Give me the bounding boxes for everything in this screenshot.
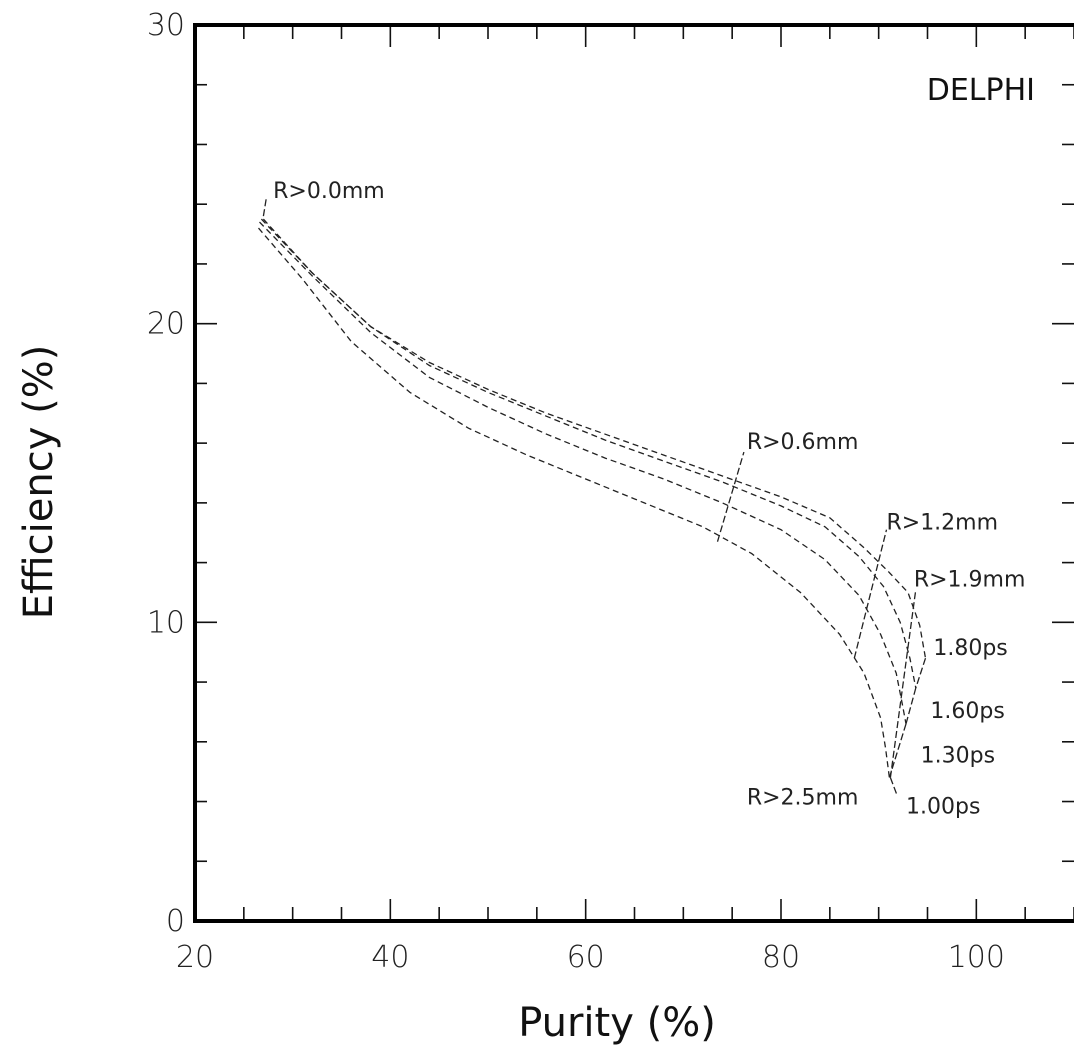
y-tick-label: 0 xyxy=(166,904,185,939)
annotations: R>0.0mm R>0.6mm R>1.2mm R>1.9mm R>2.5mm 1.80p… xyxy=(273,179,1025,819)
connector-R>2.5mm xyxy=(889,777,898,796)
connector-R>0.0mm xyxy=(262,198,267,217)
annotation-label: R>0.6mm xyxy=(747,430,859,455)
y-tick-label: 20 xyxy=(147,307,185,342)
x-tick-label: 40 xyxy=(371,940,409,975)
y-axis-title: Efficiency (%) xyxy=(16,345,62,620)
curve-1.60ps xyxy=(260,218,917,689)
connector-R>1.9mm xyxy=(889,589,917,778)
annotation-label: R>1.2mm xyxy=(886,511,998,536)
annotation-label: R>2.5mm xyxy=(747,786,859,811)
connector-join-1.30-1.00 xyxy=(888,723,907,778)
x-tick-label: 20 xyxy=(176,940,214,975)
annotation-label: 1.00ps xyxy=(906,794,980,819)
connector-R>0.6mm xyxy=(716,451,745,542)
y-tick-label: 30 xyxy=(147,8,185,43)
axis-ticks xyxy=(194,24,1074,922)
annotation-label: R>1.9mm xyxy=(914,567,1026,592)
curve-1.30ps xyxy=(259,221,907,725)
annotation-label: 1.30ps xyxy=(921,744,995,769)
y-tick-label: 10 xyxy=(147,605,185,640)
connector-join-1.80-1.60 xyxy=(915,657,927,689)
x-tick-label: 100 xyxy=(948,940,1005,975)
connector-lines xyxy=(262,198,927,796)
curve-1.80ps xyxy=(262,218,927,659)
x-axis-title: Purity (%) xyxy=(518,1000,716,1046)
curves xyxy=(258,218,927,778)
plot-frame xyxy=(193,23,1074,923)
experiment-label: DELPHI xyxy=(927,73,1035,108)
annotation-label: R>0.0mm xyxy=(273,179,385,204)
tick-labels: 20 40 60 80 100 0 10 20 30 xyxy=(147,8,1005,975)
x-tick-label: 60 xyxy=(567,940,605,975)
annotation-label: 1.60ps xyxy=(930,699,1004,724)
annotation-label: 1.80ps xyxy=(933,636,1007,661)
x-tick-label: 80 xyxy=(762,940,800,975)
connector-join-1.60-1.30 xyxy=(905,687,917,725)
connector-R>1.2mm xyxy=(853,529,888,659)
curve-1.00ps xyxy=(258,227,891,778)
